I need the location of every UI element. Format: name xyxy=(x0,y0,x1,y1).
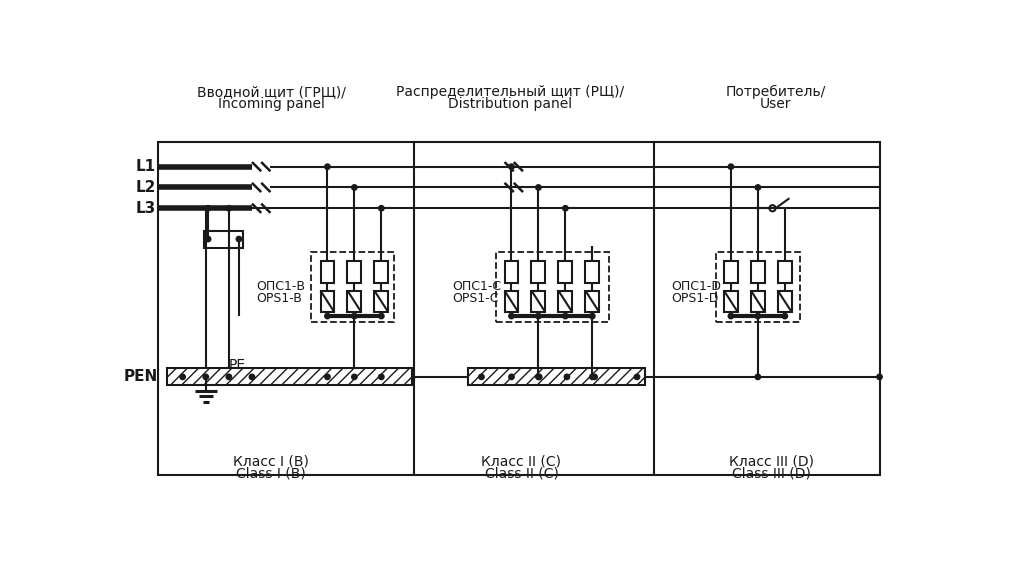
Bar xyxy=(778,290,792,312)
Text: OPS1-B: OPS1-B xyxy=(256,292,302,305)
Text: OPS1-C: OPS1-C xyxy=(452,292,499,305)
Bar xyxy=(505,261,518,283)
Bar xyxy=(559,290,573,312)
Circle shape xyxy=(205,236,211,242)
Circle shape xyxy=(226,374,231,379)
Circle shape xyxy=(325,313,330,319)
Bar xyxy=(204,231,242,247)
Circle shape xyxy=(535,313,541,319)
Bar xyxy=(724,290,738,312)
Text: Класс III (D): Класс III (D) xyxy=(729,455,814,468)
Circle shape xyxy=(205,205,211,211)
Bar xyxy=(505,290,518,312)
Circle shape xyxy=(180,374,186,379)
Text: Distribution panel: Distribution panel xyxy=(447,98,572,111)
Circle shape xyxy=(203,374,208,379)
Text: Class III (D): Class III (D) xyxy=(732,467,811,481)
Bar xyxy=(158,142,880,475)
Bar xyxy=(320,261,334,283)
Bar xyxy=(724,261,738,283)
Text: Class I (B): Class I (B) xyxy=(236,467,306,481)
Circle shape xyxy=(563,313,568,319)
Bar xyxy=(496,252,609,322)
Circle shape xyxy=(535,374,541,379)
Text: Class II (C): Class II (C) xyxy=(485,467,559,481)
Text: PE: PE xyxy=(229,358,246,373)
Circle shape xyxy=(590,313,595,319)
Circle shape xyxy=(755,185,761,190)
Text: User: User xyxy=(760,98,791,111)
Text: Потребитель/: Потребитель/ xyxy=(725,85,826,99)
Text: Incoming panel: Incoming panel xyxy=(218,98,324,111)
Text: L1: L1 xyxy=(135,159,156,174)
Circle shape xyxy=(755,374,761,379)
Bar xyxy=(468,369,644,385)
Text: ОПС1-В: ОПС1-В xyxy=(256,280,305,293)
Circle shape xyxy=(479,374,484,379)
Text: PEN: PEN xyxy=(124,370,159,385)
Circle shape xyxy=(782,313,788,319)
Text: OPS1-D: OPS1-D xyxy=(672,292,719,305)
Circle shape xyxy=(590,374,595,379)
Bar xyxy=(715,252,800,322)
Circle shape xyxy=(325,164,330,169)
Bar xyxy=(586,261,599,283)
Bar xyxy=(586,290,599,312)
Circle shape xyxy=(634,374,639,379)
Bar xyxy=(168,369,412,385)
Circle shape xyxy=(535,185,541,190)
Circle shape xyxy=(249,374,255,379)
Circle shape xyxy=(728,313,733,319)
Circle shape xyxy=(325,374,330,379)
Circle shape xyxy=(509,313,514,319)
Circle shape xyxy=(379,374,384,379)
Bar xyxy=(375,290,388,312)
Circle shape xyxy=(226,205,231,211)
Text: Вводной щит (ГРЩ)/: Вводной щит (ГРЩ)/ xyxy=(197,85,345,99)
Circle shape xyxy=(509,374,514,379)
Text: Класс I (B): Класс I (B) xyxy=(233,455,309,468)
Circle shape xyxy=(351,313,358,319)
Bar xyxy=(320,290,334,312)
Bar xyxy=(750,290,765,312)
Circle shape xyxy=(236,236,241,242)
Bar xyxy=(778,261,792,283)
Bar xyxy=(531,261,545,283)
Circle shape xyxy=(592,374,597,379)
Bar xyxy=(347,290,362,312)
Text: L3: L3 xyxy=(135,201,156,216)
Circle shape xyxy=(565,374,570,379)
Circle shape xyxy=(877,374,882,379)
Text: ОПС1-D: ОПС1-D xyxy=(672,280,721,293)
Circle shape xyxy=(536,374,542,379)
Text: ОПС1-С: ОПС1-С xyxy=(452,280,501,293)
Circle shape xyxy=(351,374,358,379)
Bar xyxy=(311,252,395,322)
Bar xyxy=(559,261,573,283)
Circle shape xyxy=(379,313,384,319)
Bar xyxy=(531,290,545,312)
Circle shape xyxy=(351,185,358,190)
Text: Класс II (C): Класс II (C) xyxy=(482,455,562,468)
Circle shape xyxy=(755,313,761,319)
Text: L2: L2 xyxy=(135,180,156,195)
Bar xyxy=(347,261,362,283)
Bar xyxy=(750,261,765,283)
Circle shape xyxy=(509,164,514,169)
Circle shape xyxy=(379,205,384,211)
Circle shape xyxy=(563,205,568,211)
Bar xyxy=(375,261,388,283)
Circle shape xyxy=(728,164,733,169)
Text: Распределительный щит (РЩ)/: Распределительный щит (РЩ)/ xyxy=(396,85,624,99)
